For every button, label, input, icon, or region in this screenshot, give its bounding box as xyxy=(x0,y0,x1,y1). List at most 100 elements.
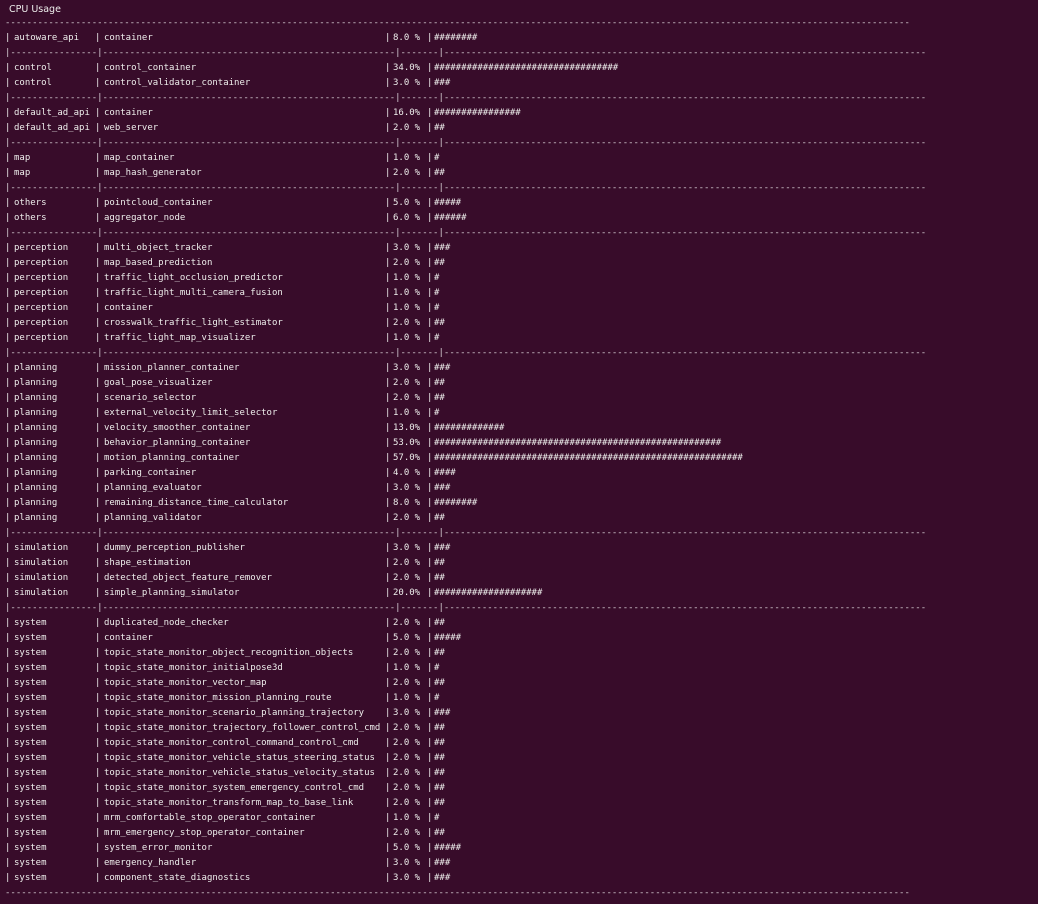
cpu-percent-cell: 2.0 % xyxy=(393,768,421,778)
cpu-bar-cell: ######## xyxy=(434,33,478,43)
group-cell: system xyxy=(14,843,47,853)
column-divider: | xyxy=(385,648,391,658)
cpu-percent-cell: 6.0 % xyxy=(393,213,421,223)
column-divider: | xyxy=(95,318,101,328)
column-divider: | xyxy=(427,813,433,823)
node-name-cell: mission_planner_container xyxy=(104,363,240,373)
cpu-bar-cell: ############# xyxy=(434,423,505,433)
table-row: | others | pointcloud_container | 5.0 % | ##### xyxy=(5,196,926,211)
group-cell: planning xyxy=(14,423,58,433)
group-cell: perception xyxy=(14,258,69,268)
group-cell: system xyxy=(14,648,47,658)
column-divider: | xyxy=(95,303,101,313)
column-divider: | xyxy=(427,723,433,733)
column-divider: | xyxy=(95,648,101,658)
column-divider: | xyxy=(5,378,11,388)
table-row: | map | map_hash_generator | 2.0 % | ## xyxy=(5,166,926,181)
cpu-percent-cell: 2.0 % xyxy=(393,783,421,793)
table-row: | perception | map_based_prediction | 2.0 % | #… xyxy=(5,256,926,271)
cpu-bar-cell: ### xyxy=(434,858,451,868)
cpu-percent-cell: 1.0 % xyxy=(393,663,421,673)
column-divider: | xyxy=(95,573,101,583)
column-divider: | xyxy=(5,168,11,178)
cpu-percent-cell: 1.0 % xyxy=(393,333,421,343)
node-name-cell: simple_planning_simulator xyxy=(104,588,240,598)
cpu-bar-cell: ## xyxy=(434,168,445,178)
column-divider: | xyxy=(95,108,101,118)
table-row: | system | topic_state_monitor_trajectory_f… xyxy=(5,721,926,736)
separator-line: |----------------|----------------------… xyxy=(5,93,927,103)
column-divider: | xyxy=(5,843,11,853)
column-divider: | xyxy=(427,663,433,673)
column-divider: | xyxy=(385,513,391,523)
node-name-cell: velocity_smoother_container xyxy=(104,423,251,433)
table-row: | system | topic_state_monitor_vector_map | 2… xyxy=(5,676,926,691)
column-divider: | xyxy=(427,768,433,778)
column-divider: | xyxy=(385,813,391,823)
column-divider: | xyxy=(385,768,391,778)
cpu-bar-cell: ### xyxy=(434,483,451,493)
group-cell: system xyxy=(14,858,47,868)
column-divider: | xyxy=(95,33,101,43)
column-divider: | xyxy=(95,258,101,268)
cpu-percent-cell: 1.0 % xyxy=(393,693,421,703)
cpu-bar-cell: ## xyxy=(434,573,445,583)
column-divider: | xyxy=(385,33,391,43)
column-divider: | xyxy=(95,813,101,823)
column-divider: | xyxy=(427,393,433,403)
column-divider: | xyxy=(5,498,11,508)
node-name-cell: map_hash_generator xyxy=(104,168,202,178)
node-name-cell: system_error_monitor xyxy=(104,843,213,853)
node-name-cell: mrm_emergency_stop_operator_container xyxy=(104,828,305,838)
table-row: | system | topic_state_monitor_scenario_pla… xyxy=(5,706,926,721)
column-divider: | xyxy=(385,78,391,88)
column-divider: | xyxy=(95,153,101,163)
column-divider: | xyxy=(385,633,391,643)
cpu-bar-cell: ## xyxy=(434,723,445,733)
column-divider: | xyxy=(385,408,391,418)
node-name-cell: container xyxy=(104,633,153,643)
table-row: | others | aggregator_node | 6.0 % | ###### xyxy=(5,211,926,226)
group-cell: system xyxy=(14,678,47,688)
node-name-cell: parking_container xyxy=(104,468,197,478)
cpu-percent-cell: 3.0 % xyxy=(393,363,421,373)
column-divider: | xyxy=(385,423,391,433)
cpu-usage-table: ----------------------------------------… xyxy=(5,16,926,901)
cpu-bar-cell: ## xyxy=(434,258,445,268)
cpu-bar-cell: ## xyxy=(434,828,445,838)
cpu-bar-cell: ##### xyxy=(434,633,462,643)
node-name-cell: dummy_perception_publisher xyxy=(104,543,245,553)
column-divider: | xyxy=(427,468,433,478)
column-divider: | xyxy=(95,843,101,853)
cpu-percent-cell: 13.0% xyxy=(393,423,421,433)
table-row: | default_ad_api | web_server | 2.0 % | ## xyxy=(5,121,926,136)
node-name-cell: component_state_diagnostics xyxy=(104,873,251,883)
cpu-bar-cell: # xyxy=(434,303,440,313)
cpu-percent-cell: 5.0 % xyxy=(393,633,421,643)
cpu-percent-cell: 3.0 % xyxy=(393,858,421,868)
cpu-bar-cell: ### xyxy=(434,708,451,718)
cpu-percent-cell: 3.0 % xyxy=(393,78,421,88)
group-cell: system xyxy=(14,768,47,778)
group-cell: default_ad_api xyxy=(14,108,90,118)
cpu-bar-cell: ########################################… xyxy=(434,453,743,463)
column-divider: | xyxy=(95,243,101,253)
cpu-percent-cell: 2.0 % xyxy=(393,318,421,328)
cpu-bar-cell: ### xyxy=(434,363,451,373)
group-cell: others xyxy=(14,198,47,208)
column-divider: | xyxy=(385,828,391,838)
cpu-bar-cell: ## xyxy=(434,678,445,688)
node-name-cell: topic_state_monitor_system_emergency_con… xyxy=(104,783,365,793)
column-divider: | xyxy=(427,543,433,553)
group-cell: map xyxy=(14,168,31,178)
cpu-bar-cell: ### xyxy=(434,243,451,253)
separator-line: |----------------|----------------------… xyxy=(5,348,927,358)
separator-line: |----------------|----------------------… xyxy=(5,228,927,238)
column-divider: | xyxy=(385,468,391,478)
group-cell: system xyxy=(14,633,47,643)
column-divider: | xyxy=(385,273,391,283)
node-name-cell: scenario_selector xyxy=(104,393,197,403)
group-cell: system xyxy=(14,738,47,748)
node-name-cell: topic_state_monitor_initialpose3d xyxy=(104,663,283,673)
column-divider: | xyxy=(385,198,391,208)
